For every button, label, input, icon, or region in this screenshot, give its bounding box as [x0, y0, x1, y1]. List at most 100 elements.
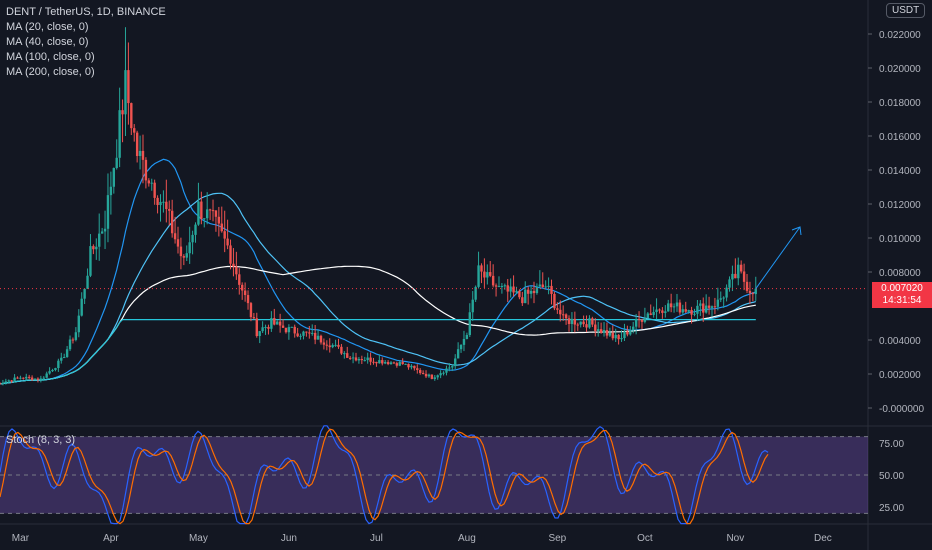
- candle-body: [491, 275, 495, 286]
- x-tick-label: Aug: [458, 533, 476, 544]
- candle-body: [208, 209, 212, 211]
- candle-body: [675, 302, 679, 307]
- candle-body: [261, 327, 264, 332]
- candle-body: [121, 110, 124, 115]
- x-tick-label: May: [189, 533, 208, 544]
- candle-body: [217, 216, 221, 224]
- candle-body: [284, 327, 288, 333]
- ma100-line: [0, 265, 756, 385]
- candle-body: [348, 357, 352, 359]
- candle-body: [605, 330, 609, 336]
- candle-body: [170, 210, 174, 234]
- candle-body: [509, 286, 512, 292]
- candle-body: [672, 306, 676, 308]
- candle-body: [135, 132, 139, 157]
- stoch-tick-label: 25.00: [879, 503, 904, 514]
- candle-body: [205, 209, 209, 219]
- candle-body: [652, 311, 655, 315]
- candle-body: [51, 369, 54, 372]
- candle-body: [369, 357, 372, 362]
- candle-body: [211, 210, 215, 212]
- candle-body: [22, 377, 25, 379]
- candle-body: [118, 110, 121, 158]
- candle-body: [547, 285, 550, 287]
- candle-body: [378, 360, 381, 364]
- currency-button[interactable]: USDT: [886, 3, 926, 18]
- candle-body: [486, 272, 489, 278]
- candle-body: [77, 315, 80, 333]
- candle-body: [742, 271, 746, 282]
- candle-body: [751, 293, 755, 295]
- x-tick-label: Mar: [12, 533, 30, 544]
- legend-ma40[interactable]: MA (40, close, 0): [6, 36, 89, 48]
- candle-body: [340, 346, 343, 354]
- candle-body: [418, 369, 422, 373]
- candle-body: [89, 246, 92, 276]
- candle-body: [337, 344, 340, 347]
- candle-body: [308, 332, 311, 334]
- candle-body: [716, 299, 720, 307]
- candle-body: [725, 287, 728, 298]
- last-price-tag: 0.007020 14:31:54: [872, 282, 932, 308]
- candle-body: [681, 309, 685, 313]
- moving-averages: [0, 158, 756, 385]
- candle-body: [661, 310, 664, 313]
- candle-body: [608, 332, 612, 336]
- candle-body: [477, 265, 480, 287]
- candle-body: [220, 223, 223, 232]
- candle-body: [130, 103, 133, 129]
- candle-body: [561, 314, 565, 316]
- candle-body: [162, 201, 165, 203]
- candle-body: [448, 367, 451, 369]
- candle-body: [153, 182, 156, 198]
- candle-body: [68, 339, 72, 350]
- candle-body: [669, 303, 673, 308]
- legend-ma200[interactable]: MA (200, close, 0): [6, 66, 95, 78]
- candle-body: [168, 209, 171, 211]
- candle-body: [54, 368, 57, 370]
- x-tick-label: Jun: [281, 533, 297, 544]
- candle-body: [366, 357, 369, 361]
- legend-ma100[interactable]: MA (100, close, 0): [6, 51, 95, 63]
- candle-body: [27, 376, 31, 378]
- candle-body: [427, 374, 431, 377]
- last-price-value: 0.007020: [881, 283, 923, 294]
- candle-body: [658, 309, 661, 311]
- candle-body: [270, 317, 273, 329]
- candle-body: [33, 378, 37, 380]
- stoch-legend[interactable]: Stoch (8, 3, 3): [6, 434, 76, 446]
- x-tick-label: Apr: [103, 533, 119, 544]
- candle-body: [436, 375, 439, 378]
- candle-body: [92, 246, 95, 250]
- candle-body: [398, 362, 401, 366]
- stoch-k-line: [0, 425, 769, 525]
- candle-body: [728, 279, 731, 288]
- candle-body: [0, 383, 2, 385]
- candle-body: [451, 366, 454, 368]
- x-tick-label: Dec: [814, 533, 832, 544]
- candle-body: [267, 326, 270, 329]
- candle-body: [83, 288, 86, 299]
- candle-body: [532, 290, 536, 294]
- candle-body: [258, 331, 261, 337]
- projection-arrow: [755, 226, 801, 289]
- candle-body: [623, 331, 626, 339]
- candle-body: [553, 293, 556, 309]
- legend-ma20[interactable]: MA (20, close, 0): [6, 21, 89, 33]
- candle-body: [529, 290, 533, 294]
- candle-body: [106, 195, 110, 229]
- candle-body: [325, 344, 329, 346]
- candle-body: [328, 345, 331, 348]
- candle-body: [620, 338, 623, 340]
- candle-body: [25, 376, 28, 379]
- candle-body: [693, 313, 696, 315]
- candle-body: [407, 363, 410, 368]
- candle-body: [416, 368, 419, 370]
- candle-body: [459, 344, 463, 350]
- candle-body: [343, 353, 346, 355]
- y-tick-label: 0.012000: [879, 200, 921, 211]
- candle-body: [433, 377, 436, 379]
- candle-body: [243, 290, 247, 296]
- candle-body: [19, 377, 22, 379]
